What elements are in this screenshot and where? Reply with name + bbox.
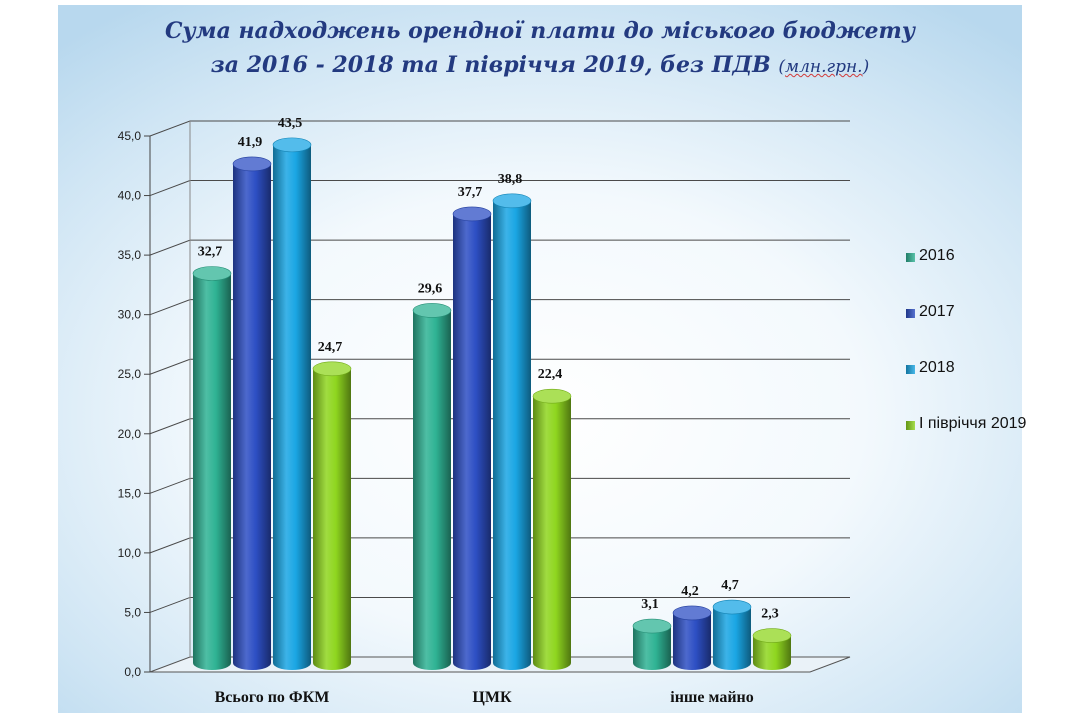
bar-top xyxy=(632,618,672,634)
data-label: 4,7 xyxy=(721,578,739,593)
category-label: Всього по ФКМ xyxy=(215,689,330,706)
bars xyxy=(192,137,792,671)
chart-title: Сума надходжень орендної плати до місько… xyxy=(0,14,1080,84)
legend-label: 2016 xyxy=(919,247,955,264)
bar xyxy=(273,144,311,670)
bar-top xyxy=(452,206,492,222)
data-label: 32,7 xyxy=(198,245,223,260)
bar xyxy=(493,200,531,671)
category-label: ЦМК xyxy=(472,689,512,706)
bar xyxy=(533,396,571,670)
y-tick-label: 40,0 xyxy=(118,189,142,203)
bar xyxy=(753,635,791,670)
y-tick-label: 30,0 xyxy=(118,308,142,322)
y-tick-labels: 0,0 5,0 10,0 15,0 20,0 25,0 30,0 35,0 40,0 45,0 xyxy=(118,129,142,679)
data-label: 29,6 xyxy=(418,281,443,296)
data-label: 38,8 xyxy=(498,172,523,187)
bar xyxy=(313,368,351,670)
title-line-1: Сума надходжень орендної плати до місько… xyxy=(165,18,915,44)
legend-label: І півріччя 2019 xyxy=(919,415,1027,432)
legend-swatch xyxy=(906,421,915,430)
title-unit-text: млн.грн. xyxy=(784,57,863,77)
title-line-2-text: за 2016 - 2018 та І півріччя 2019, без П… xyxy=(210,52,771,78)
bar xyxy=(713,607,751,670)
category-labels: Всього по ФКМ ЦМК інше майно xyxy=(215,689,754,706)
bar-top xyxy=(272,137,312,153)
legend-label: 2018 xyxy=(919,359,955,376)
y-tick-label: 35,0 xyxy=(118,248,142,262)
legend-label: 2017 xyxy=(919,303,955,320)
bar xyxy=(633,626,671,670)
y-tick-label: 45,0 xyxy=(118,129,142,143)
bar xyxy=(673,612,711,670)
title-line-2: за 2016 - 2018 та І півріччя 2019, без П… xyxy=(0,48,1080,84)
bar xyxy=(193,273,231,670)
data-label: 24,7 xyxy=(318,340,343,355)
data-label: 41,9 xyxy=(238,135,263,150)
data-label: 3,1 xyxy=(641,597,659,612)
data-labels: 32,7 41,9 43,5 24,7 29,6 37,7 38,8 22,4 3,1 4,2 4,… xyxy=(198,116,779,622)
gridline xyxy=(149,120,850,137)
axes xyxy=(149,121,191,672)
data-label: 4,2 xyxy=(681,584,699,599)
bar-top xyxy=(492,193,532,209)
legend-swatch xyxy=(906,365,915,374)
bar-top xyxy=(712,599,752,615)
legend-swatch xyxy=(906,253,915,262)
bar-top xyxy=(752,628,792,643)
bar-top xyxy=(532,388,572,404)
bar xyxy=(453,213,491,670)
bar-top xyxy=(672,605,712,621)
data-label: 37,7 xyxy=(458,185,483,200)
bar-top xyxy=(192,266,232,281)
y-tick-label: 5,0 xyxy=(124,605,141,619)
y-tick-label: 25,0 xyxy=(118,367,142,381)
data-label: 2,3 xyxy=(761,607,779,622)
y-tick-label: 10,0 xyxy=(118,546,142,560)
title-unit: (млн.грн.) xyxy=(778,57,870,77)
y-tick-label: 20,0 xyxy=(118,427,142,441)
data-label: 22,4 xyxy=(538,367,563,382)
bar-top xyxy=(232,156,272,172)
category-label: інше майно xyxy=(670,689,754,706)
bar-top xyxy=(412,303,452,318)
data-label: 43,5 xyxy=(278,116,303,131)
legend-swatch xyxy=(906,309,915,318)
y-tick-label: 0,0 xyxy=(124,665,141,679)
bar xyxy=(413,310,451,670)
y-tick-label: 15,0 xyxy=(118,486,142,500)
bar-top xyxy=(312,361,352,377)
bar xyxy=(233,163,271,670)
